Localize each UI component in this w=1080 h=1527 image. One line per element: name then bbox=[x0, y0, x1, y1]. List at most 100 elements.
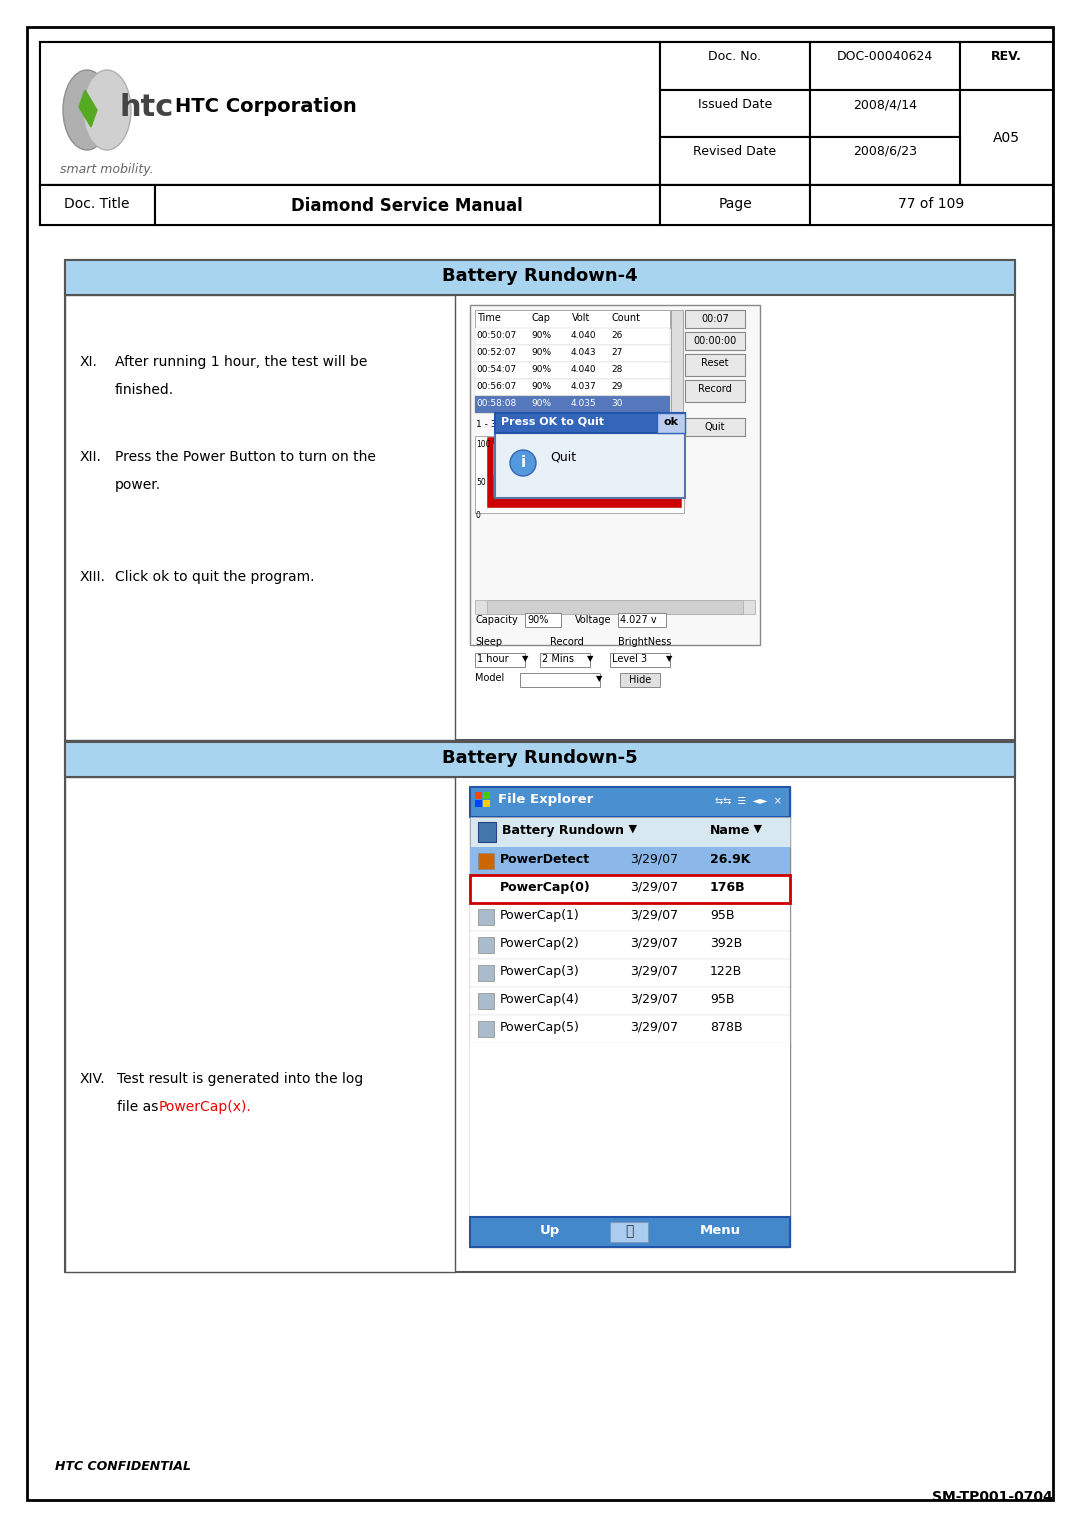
Text: PowerCap(5): PowerCap(5) bbox=[500, 1022, 580, 1034]
Bar bbox=[660, 43, 810, 90]
Text: Doc. No.: Doc. No. bbox=[708, 50, 761, 63]
Bar bbox=[660, 90, 810, 137]
Bar bbox=[40, 185, 1053, 224]
Bar bbox=[475, 395, 670, 412]
Text: ▼: ▼ bbox=[522, 654, 528, 663]
Bar bbox=[685, 310, 745, 328]
Text: XI.: XI. bbox=[80, 354, 98, 370]
Bar bbox=[685, 380, 745, 402]
Text: 4.037: 4.037 bbox=[571, 382, 597, 391]
Text: Name: Name bbox=[710, 825, 751, 837]
Bar bbox=[519, 673, 600, 687]
Text: 3/29/07: 3/29/07 bbox=[630, 854, 678, 866]
Text: PowerCap(4): PowerCap(4) bbox=[500, 993, 580, 1006]
Bar bbox=[620, 673, 660, 687]
Text: power.: power. bbox=[114, 478, 161, 492]
Text: A05: A05 bbox=[993, 131, 1020, 145]
Text: File Explorer: File Explorer bbox=[498, 793, 593, 806]
Text: REV.: REV. bbox=[990, 50, 1022, 63]
Text: 1 - 30: 1 - 30 bbox=[476, 420, 502, 429]
Text: Press OK to Quit: Press OK to Quit bbox=[501, 417, 604, 428]
Text: ▼: ▼ bbox=[596, 673, 603, 683]
Bar bbox=[478, 938, 494, 953]
Text: 90%: 90% bbox=[531, 399, 551, 408]
Text: 122B: 122B bbox=[710, 965, 742, 977]
Text: 26.9K: 26.9K bbox=[710, 854, 751, 866]
Text: 176B: 176B bbox=[710, 881, 745, 893]
Bar bbox=[475, 310, 670, 328]
Bar bbox=[483, 793, 490, 799]
Bar bbox=[810, 137, 960, 185]
Bar bbox=[494, 444, 675, 501]
Text: SM-TP001-0704: SM-TP001-0704 bbox=[932, 1490, 1053, 1504]
Bar bbox=[470, 931, 789, 959]
Text: Battery Rundown-4: Battery Rundown-4 bbox=[442, 267, 638, 286]
Bar bbox=[470, 817, 789, 847]
Bar bbox=[810, 43, 960, 90]
Bar bbox=[470, 875, 789, 902]
Bar bbox=[495, 434, 685, 498]
Bar bbox=[478, 881, 494, 896]
Bar bbox=[65, 742, 1015, 1272]
Text: XIV.: XIV. bbox=[80, 1072, 106, 1086]
Bar bbox=[65, 260, 1015, 741]
Bar bbox=[478, 854, 494, 869]
Bar bbox=[610, 654, 670, 667]
Text: htc: htc bbox=[120, 93, 174, 122]
Text: 2008/6/23: 2008/6/23 bbox=[853, 145, 917, 157]
Text: Cap: Cap bbox=[532, 313, 551, 324]
Text: HTC Corporation: HTC Corporation bbox=[175, 98, 356, 116]
Text: 4.043: 4.043 bbox=[571, 348, 596, 357]
Bar bbox=[475, 379, 670, 395]
Bar bbox=[470, 1217, 789, 1248]
Text: PowerCap(1): PowerCap(1) bbox=[500, 909, 580, 922]
Text: 00:56:07: 00:56:07 bbox=[476, 382, 516, 391]
Text: 95B: 95B bbox=[710, 909, 734, 922]
Text: Count: Count bbox=[612, 313, 642, 324]
Text: Up: Up bbox=[540, 1225, 561, 1237]
Bar bbox=[960, 43, 1053, 90]
Bar bbox=[475, 793, 482, 799]
Bar bbox=[810, 90, 960, 137]
Bar bbox=[960, 90, 1053, 185]
Bar bbox=[478, 822, 496, 841]
Text: 4.040: 4.040 bbox=[571, 365, 596, 374]
Text: ▼: ▼ bbox=[666, 654, 673, 663]
Text: 3/29/07: 3/29/07 bbox=[630, 881, 678, 893]
Text: Battery Rundown-5: Battery Rundown-5 bbox=[442, 750, 638, 767]
Text: Sleep: Sleep bbox=[475, 637, 502, 647]
Text: Volt: Volt bbox=[572, 313, 591, 324]
Polygon shape bbox=[79, 90, 97, 127]
Bar bbox=[657, 412, 685, 434]
Text: 3/29/07: 3/29/07 bbox=[630, 938, 678, 950]
Text: 3/29/07: 3/29/07 bbox=[630, 1022, 678, 1034]
Text: 00:54:07: 00:54:07 bbox=[476, 365, 516, 374]
Text: 90%: 90% bbox=[531, 365, 551, 374]
Text: 50: 50 bbox=[476, 478, 486, 487]
Bar bbox=[540, 654, 590, 667]
Text: 4.035: 4.035 bbox=[571, 399, 597, 408]
Bar bbox=[475, 654, 525, 667]
Text: After running 1 hour, the test will be: After running 1 hour, the test will be bbox=[114, 354, 367, 370]
Bar bbox=[470, 847, 789, 875]
Text: Doc. Title: Doc. Title bbox=[64, 197, 130, 211]
Text: 4.040: 4.040 bbox=[571, 331, 596, 341]
Bar bbox=[495, 412, 685, 434]
Text: 4.027 v: 4.027 v bbox=[620, 615, 657, 625]
Bar bbox=[470, 786, 789, 1248]
Text: XIII.: XIII. bbox=[80, 570, 106, 583]
Ellipse shape bbox=[83, 70, 131, 150]
Text: 00:00:00: 00:00:00 bbox=[693, 336, 737, 347]
Text: Voltage: Voltage bbox=[575, 615, 611, 625]
Bar bbox=[610, 1222, 648, 1241]
Text: 0: 0 bbox=[476, 512, 481, 521]
Text: 90%: 90% bbox=[527, 615, 549, 625]
Bar bbox=[494, 440, 675, 499]
Bar bbox=[490, 496, 679, 505]
Bar bbox=[156, 185, 660, 224]
Text: 392B: 392B bbox=[710, 938, 742, 950]
Bar bbox=[470, 959, 789, 986]
Bar bbox=[490, 440, 679, 505]
Bar bbox=[478, 909, 494, 925]
Text: 100: 100 bbox=[476, 440, 490, 449]
